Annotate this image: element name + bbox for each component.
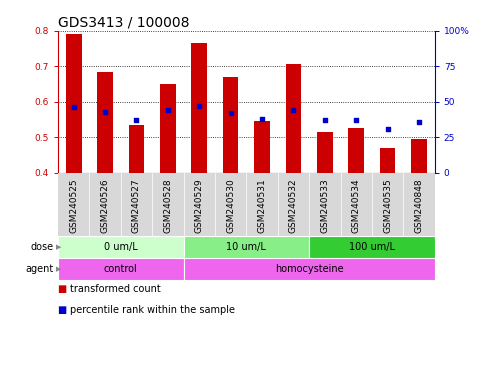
- Point: [195, 103, 203, 109]
- Bar: [191, 43, 207, 173]
- Text: GSM240529: GSM240529: [195, 178, 204, 233]
- Bar: [184, 258, 435, 280]
- Bar: [309, 236, 435, 258]
- Text: transformed count: transformed count: [70, 284, 161, 294]
- Text: GSM240531: GSM240531: [257, 178, 267, 233]
- Text: GDS3413 / 100008: GDS3413 / 100008: [58, 16, 189, 30]
- Point: [353, 117, 360, 123]
- Text: ▶: ▶: [56, 266, 61, 272]
- Text: GSM240535: GSM240535: [383, 178, 392, 233]
- Text: 100 um/L: 100 um/L: [349, 242, 395, 252]
- Bar: [254, 121, 270, 173]
- Text: GSM240848: GSM240848: [414, 178, 424, 233]
- Point: [415, 119, 423, 125]
- Point: [290, 107, 298, 113]
- Text: GSM240534: GSM240534: [352, 178, 361, 233]
- Point: [321, 117, 328, 123]
- Bar: [58, 258, 184, 280]
- Text: GSM240532: GSM240532: [289, 178, 298, 233]
- Text: GSM240533: GSM240533: [320, 178, 329, 233]
- Bar: [380, 148, 396, 173]
- Bar: [66, 34, 82, 173]
- Text: percentile rank within the sample: percentile rank within the sample: [70, 305, 235, 315]
- Point: [132, 117, 141, 123]
- Text: 0 um/L: 0 um/L: [104, 242, 138, 252]
- Text: agent: agent: [25, 264, 53, 274]
- Text: 10 um/L: 10 um/L: [227, 242, 266, 252]
- Text: ■: ■: [58, 305, 71, 315]
- Text: GSM240525: GSM240525: [69, 178, 78, 233]
- Point: [164, 107, 172, 113]
- Bar: [411, 139, 427, 173]
- Text: GSM240527: GSM240527: [132, 178, 141, 233]
- Text: homocysteine: homocysteine: [275, 264, 343, 274]
- Bar: [223, 77, 239, 173]
- Text: GSM240528: GSM240528: [163, 178, 172, 233]
- Bar: [348, 129, 364, 173]
- Bar: [184, 236, 309, 258]
- Text: dose: dose: [30, 242, 53, 252]
- Bar: [285, 65, 301, 173]
- Bar: [97, 71, 113, 173]
- Point: [70, 104, 77, 111]
- Bar: [128, 125, 144, 173]
- Bar: [160, 84, 176, 173]
- Point: [227, 110, 235, 116]
- Text: GSM240530: GSM240530: [226, 178, 235, 233]
- Text: control: control: [104, 264, 138, 274]
- Text: GSM240526: GSM240526: [100, 178, 110, 233]
- Point: [258, 116, 266, 122]
- Bar: [58, 236, 184, 258]
- Point: [384, 126, 391, 132]
- Text: ■: ■: [58, 284, 71, 294]
- Bar: [317, 132, 333, 173]
- Point: [101, 109, 109, 115]
- Text: ▶: ▶: [56, 244, 61, 250]
